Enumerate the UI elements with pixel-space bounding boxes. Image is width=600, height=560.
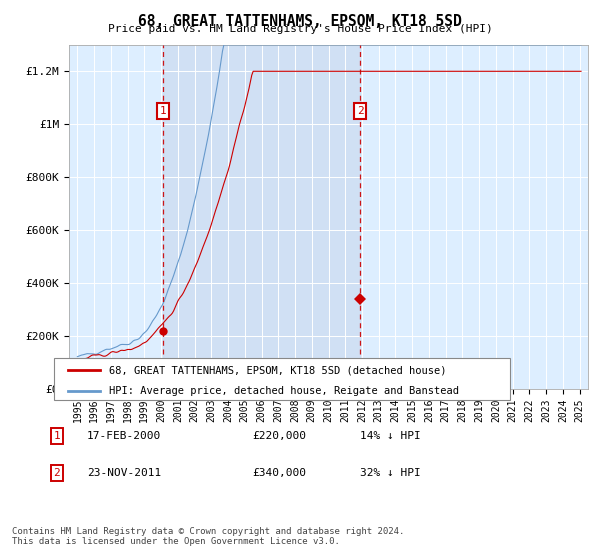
Text: 1: 1 [53, 431, 61, 441]
Text: Price paid vs. HM Land Registry's House Price Index (HPI): Price paid vs. HM Land Registry's House … [107, 24, 493, 34]
Text: 32% ↓ HPI: 32% ↓ HPI [360, 468, 421, 478]
Text: 2: 2 [53, 468, 61, 478]
Text: £220,000: £220,000 [252, 431, 306, 441]
Text: 1: 1 [160, 106, 166, 116]
Text: 23-NOV-2011: 23-NOV-2011 [87, 468, 161, 478]
Text: Contains HM Land Registry data © Crown copyright and database right 2024.
This d: Contains HM Land Registry data © Crown c… [12, 526, 404, 546]
Text: 14% ↓ HPI: 14% ↓ HPI [360, 431, 421, 441]
Text: HPI: Average price, detached house, Reigate and Banstead: HPI: Average price, detached house, Reig… [109, 386, 459, 396]
Text: 68, GREAT TATTENHAMS, EPSOM, KT18 5SD (detached house): 68, GREAT TATTENHAMS, EPSOM, KT18 5SD (d… [109, 365, 446, 375]
Text: 2: 2 [357, 106, 364, 116]
Text: 68, GREAT TATTENHAMS, EPSOM, KT18 5SD: 68, GREAT TATTENHAMS, EPSOM, KT18 5SD [138, 14, 462, 29]
FancyBboxPatch shape [54, 358, 510, 400]
Text: £340,000: £340,000 [252, 468, 306, 478]
Text: 17-FEB-2000: 17-FEB-2000 [87, 431, 161, 441]
Bar [163, 45, 361, 389]
